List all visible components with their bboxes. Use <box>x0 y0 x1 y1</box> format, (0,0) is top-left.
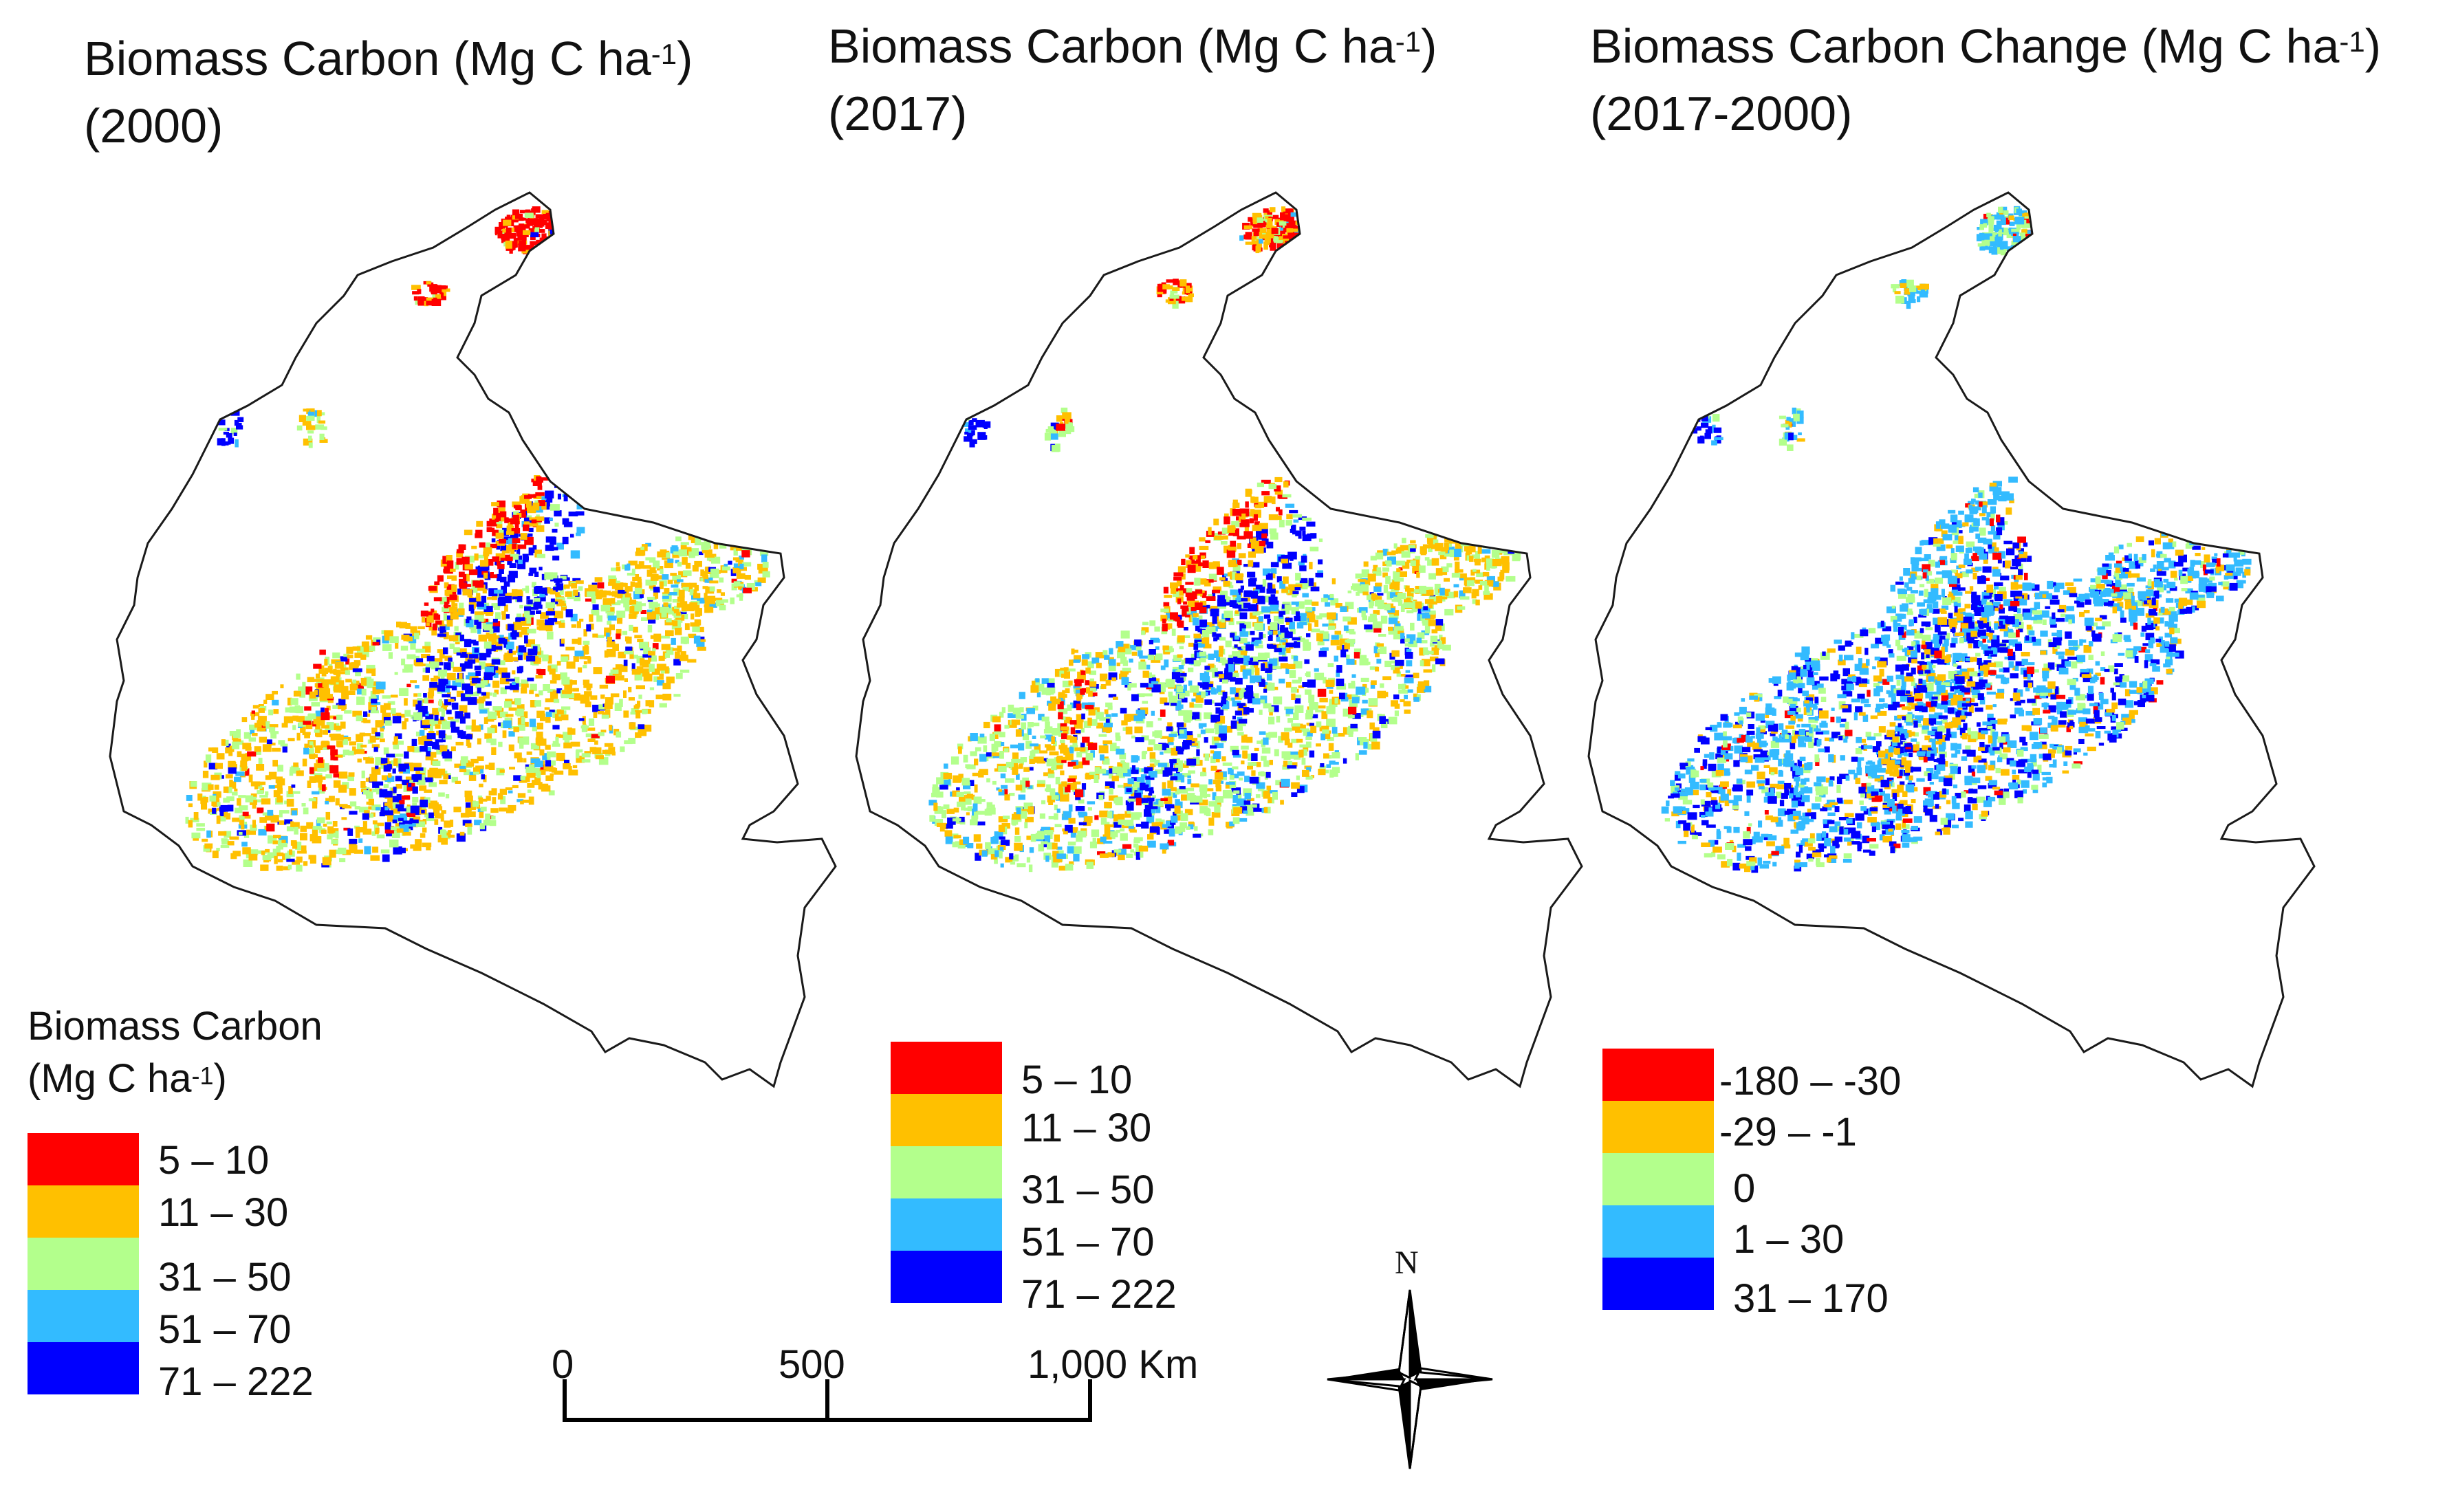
legend-swatch <box>1602 1153 1714 1205</box>
legend-label: 71 – 222 <box>1021 1272 1177 1317</box>
legend-swatch <box>28 1238 139 1290</box>
legend-swatch <box>891 1146 1002 1198</box>
legend-label: 51 – 70 <box>1021 1220 1155 1264</box>
north-label: N <box>1395 1245 1419 1281</box>
compass-rose-icon <box>1327 1289 1493 1469</box>
legend-swatch <box>891 1198 1002 1251</box>
legend-label: 71 – 222 <box>158 1359 314 1404</box>
country-outline <box>109 191 837 1088</box>
legend-label: 51 – 70 <box>158 1307 292 1352</box>
title-text-close: ) <box>2364 19 2382 73</box>
legend-2000: Biomass Carbon (Mg C ha-1) 5 – 10 11 – 3… <box>28 1000 454 1413</box>
scale-tick <box>1088 1379 1092 1422</box>
legend-label: 11 – 30 <box>158 1190 289 1235</box>
legend-label: 11 – 30 <box>1021 1106 1152 1150</box>
title-year: (2017-2000) <box>1590 87 1853 140</box>
scale-tick <box>825 1379 829 1422</box>
title-superscript: -1 <box>651 38 677 70</box>
biomass-raster <box>185 206 770 872</box>
legend-label: 5 – 10 <box>158 1138 270 1183</box>
title-text-close: ) <box>1421 19 1437 73</box>
legend-swatch <box>28 1133 139 1185</box>
legend-label: 31 – 170 <box>1733 1276 1889 1321</box>
map-panel-2017 <box>855 191 1583 1088</box>
legend-swatch <box>28 1290 139 1342</box>
scale-label-1000: 1,000 Km <box>1027 1342 1199 1387</box>
scale-tick <box>563 1379 567 1422</box>
panel-title-change: Biomass Carbon Change (Mg C ha-1) (2017-… <box>1590 12 2381 147</box>
legend-swatch <box>1602 1049 1714 1101</box>
legend-swatch <box>28 1342 139 1394</box>
legend-swatch <box>1602 1205 1714 1258</box>
legend-swatch <box>891 1094 1002 1146</box>
north-arrow: N <box>1320 1245 1499 1478</box>
legend-change: -180 – -30 -29 – -1 0 1 – 30 31 – 170 <box>1602 1049 1988 1337</box>
legend-label: 0 <box>1733 1166 1756 1211</box>
legend-swatch <box>891 1042 1002 1094</box>
legend-title-close: ) <box>213 1056 227 1101</box>
map-panel-2000 <box>109 191 837 1088</box>
map-panel-change <box>1587 191 2316 1088</box>
legend-label: -180 – -30 <box>1719 1059 1902 1104</box>
scale-label-500: 500 <box>779 1342 845 1387</box>
legend-swatch <box>28 1185 139 1238</box>
title-superscript: -1 <box>2339 25 2365 58</box>
legend-title: Biomass Carbon (Mg C ha-1) <box>28 1000 454 1105</box>
legend-swatch <box>1602 1258 1714 1310</box>
title-text: Biomass Carbon (Mg C ha <box>828 19 1395 73</box>
legend-2017: 5 – 10 11 – 30 31 – 50 51 – 70 71 – 222 <box>891 1042 1276 1330</box>
panel-title-2000: Biomass Carbon (Mg C ha-1) (2000) <box>84 25 693 160</box>
title-superscript: -1 <box>1395 25 1422 58</box>
biomass-raster <box>928 206 1521 873</box>
legend-label: 31 – 50 <box>158 1255 292 1300</box>
legend-swatch <box>891 1251 1002 1303</box>
title-year: (2017) <box>828 87 968 140</box>
legend-title-superscript: -1 <box>191 1062 214 1090</box>
title-year: (2000) <box>84 99 224 153</box>
title-text-close: ) <box>677 32 693 85</box>
panel-title-2017: Biomass Carbon (Mg C ha-1) (2017) <box>828 12 1437 147</box>
title-text: Biomass Carbon (Mg C ha <box>84 32 651 85</box>
legend-title-line1: Biomass Carbon <box>28 1004 323 1049</box>
legend-title-line2: (Mg C ha <box>28 1056 192 1101</box>
legend-label: -29 – -1 <box>1719 1110 1857 1154</box>
title-text: Biomass Carbon Change (Mg C ha <box>1590 19 2340 73</box>
scale-bar: 0 500 1,000 Km <box>530 1341 1198 1471</box>
legend-label: 1 – 30 <box>1733 1217 1845 1262</box>
legend-label: 31 – 50 <box>1021 1168 1155 1212</box>
legend-swatch <box>1602 1101 1714 1153</box>
legend-label: 5 – 10 <box>1021 1058 1133 1102</box>
